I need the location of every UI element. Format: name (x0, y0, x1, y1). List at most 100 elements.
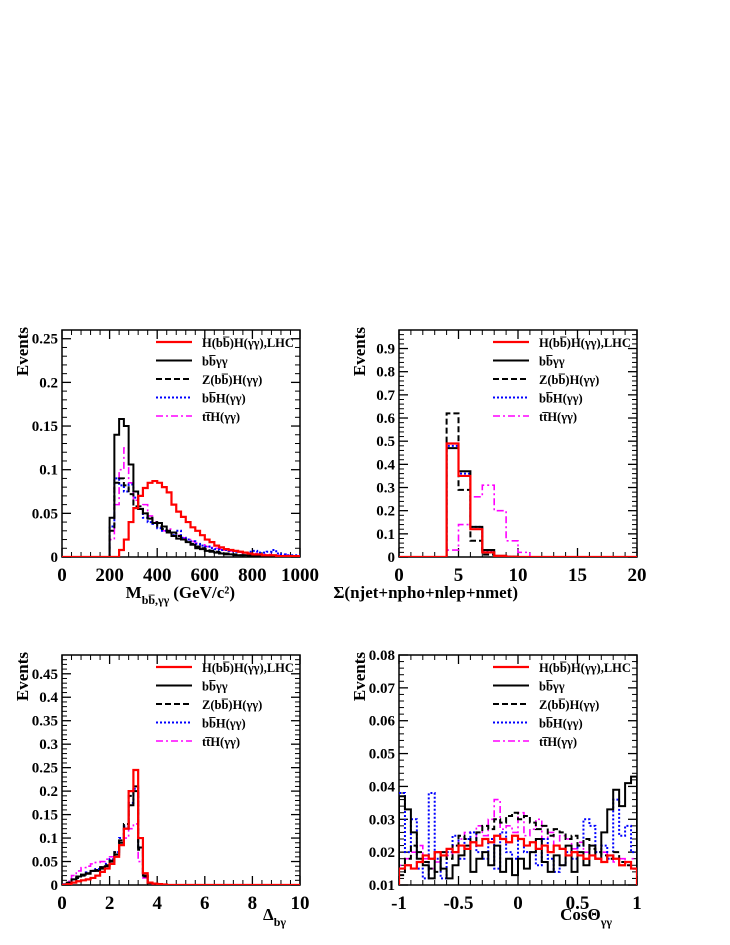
series-line-signal (399, 442, 637, 557)
y-tick-label: 0.15 (32, 808, 58, 824)
y-tick-label: 0.35 (32, 714, 58, 730)
x-tick-label: 1000 (281, 565, 319, 586)
y-tick-label: 0.1 (39, 463, 58, 479)
y-tick-label: 0.3 (39, 737, 58, 753)
y-axis-title: Events (13, 327, 32, 377)
plot-panel-1: 0 200 400 600 800 1000 0 0.05 0.1 0.15 0.2 0.25Even… (13, 327, 319, 607)
x-tick-label: 5 (454, 565, 464, 586)
series-line-signal (399, 834, 637, 885)
legend-label-bbaa: bb̅γγ (539, 355, 565, 369)
x-tick-label: 10 (509, 565, 528, 586)
y-tick-label: 0.05 (32, 506, 58, 522)
y-tick-label: 0.04 (369, 779, 396, 795)
x-tick-label: 8 (248, 893, 258, 914)
y-tick-label: 0.4 (39, 690, 58, 706)
legend-label-signal: H(bb̅)H(γγ),LHC (202, 336, 294, 350)
series-line-zh (399, 811, 637, 885)
legend-label-bbaa: bb̅γγ (539, 680, 565, 694)
x-tick-label: 10 (291, 893, 310, 914)
legend-label-bbh: bb̅H(γγ) (539, 717, 583, 731)
y-tick-label: 0 (51, 550, 59, 566)
y-tick-label: 0 (51, 878, 59, 894)
plot-panel-2: 0 5 10 15 20 0 0.1 0.2 0.3 0.4 0.5 0.6 0.7 0.8 0.9 Even… (333, 327, 646, 602)
y-tick-label: 0.2 (39, 375, 58, 391)
series-line-signal (62, 479, 300, 557)
y-tick-label: 0.1 (39, 831, 58, 847)
y-tick-label: 0.7 (376, 388, 395, 404)
plot-frame (398, 329, 638, 558)
y-tick-label: 0.25 (32, 761, 58, 777)
x-axis-title: CosΘγγ (560, 905, 612, 929)
legend-label-tth: tt̅H(γγ) (202, 410, 240, 424)
x-tick-label: -1 (391, 893, 407, 914)
legend-label-tth: tt̅H(γγ) (539, 735, 577, 749)
x-tick-label: 800 (238, 565, 267, 586)
series-line-tth (62, 447, 300, 557)
y-tick-label: 0.3 (376, 481, 395, 497)
x-tick-label: 400 (143, 565, 172, 586)
legend-label-signal: H(bb̅)H(γγ),LHC (202, 661, 294, 675)
y-tick-label: 0.1 (376, 527, 395, 543)
series-line-bbaa (62, 418, 300, 557)
y-tick-label: 0.02 (369, 845, 395, 861)
x-axis-title: Δbγ (263, 905, 286, 929)
x-tick-label: 2 (105, 893, 115, 914)
y-tick-label: 0.08 (369, 648, 395, 664)
y-tick-label: 0.01 (369, 878, 395, 894)
legend-label-bbaa: bb̅γγ (202, 355, 228, 369)
x-tick-label: 0 (57, 893, 67, 914)
plot-panel-3: 0 2 4 6 8 10 0 0.05 0.1 0.15 0.2 0.25 0.3 0.35 0.4 0.45… (13, 652, 310, 929)
series-line-tth (399, 484, 637, 557)
series-line-bbh (62, 477, 300, 557)
legend-label-signal: H(bb̅)H(γγ),LHC (539, 336, 631, 350)
legend-label-bbaa: bb̅γγ (202, 680, 228, 694)
x-tick-label: 20 (628, 565, 647, 586)
legend-label-zh: Z(bb̅)H(γγ) (539, 698, 599, 712)
x-tick-label: 1 (632, 893, 642, 914)
y-tick-label: 0.05 (369, 747, 395, 763)
legend-label-tth: tt̅H(γγ) (202, 735, 240, 749)
x-tick-label: 600 (191, 565, 220, 586)
x-tick-label: 0 (394, 565, 404, 586)
y-tick-label: 0.45 (32, 667, 58, 683)
series-line-signal (62, 768, 300, 885)
series-line-bbaa (62, 790, 300, 885)
legend-label-bbh: bb̅H(γγ) (202, 717, 246, 731)
legend-label-zh: Z(bb̅)H(γγ) (202, 373, 262, 387)
y-axis-title: Events (350, 652, 369, 702)
legend-label-zh: Z(bb̅)H(γγ) (539, 373, 599, 387)
y-tick-label: 0.25 (32, 332, 58, 348)
plot-panel-4: -1 -0.5 0 0.5 1 0.01 0.02 0.03 0.04 0.05 0.06 0.07 0… (350, 648, 642, 929)
x-tick-label: 0 (57, 565, 67, 586)
y-tick-label: 0.6 (376, 411, 395, 427)
plot-frame (61, 329, 301, 558)
x-tick-label: 0 (513, 893, 523, 914)
y-tick-label: 0.2 (39, 784, 58, 800)
y-tick-label: 0.06 (369, 714, 396, 730)
y-tick-label: 0.4 (376, 457, 395, 473)
legend-label-signal: H(bb̅)H(γγ),LHC (539, 661, 631, 675)
plot-frame (61, 654, 301, 886)
x-tick-label: 200 (95, 565, 124, 586)
y-tick-label: 0.03 (369, 812, 395, 828)
legend-label-zh: Z(bb̅)H(γγ) (202, 698, 262, 712)
y-axis-title: Events (13, 652, 32, 702)
y-tick-label: 0.05 (32, 855, 58, 871)
x-tick-label: 15 (568, 565, 587, 586)
y-tick-label: 0.5 (376, 434, 395, 450)
x-axis-title: Mbb̅,γγ (GeV/c²) (126, 583, 235, 607)
y-tick-label: 0.15 (32, 419, 58, 435)
x-axis-title: Σ(njet+npho+nlep+nmet) (333, 583, 518, 602)
series-line-zh (399, 412, 637, 557)
y-tick-label: 0.07 (369, 681, 396, 697)
legend-label-bbh: bb̅H(γγ) (539, 392, 583, 406)
y-axis-title: Events (350, 327, 369, 377)
x-tick-label: 4 (152, 893, 162, 914)
legend-label-tth: tt̅H(γγ) (539, 410, 577, 424)
y-tick-label: 0.8 (376, 365, 395, 381)
legend-label-bbh: bb̅H(γγ) (202, 392, 246, 406)
x-tick-label: 6 (200, 893, 210, 914)
x-tick-label: 0.5 (566, 893, 590, 914)
y-tick-label: 0.2 (376, 504, 395, 520)
